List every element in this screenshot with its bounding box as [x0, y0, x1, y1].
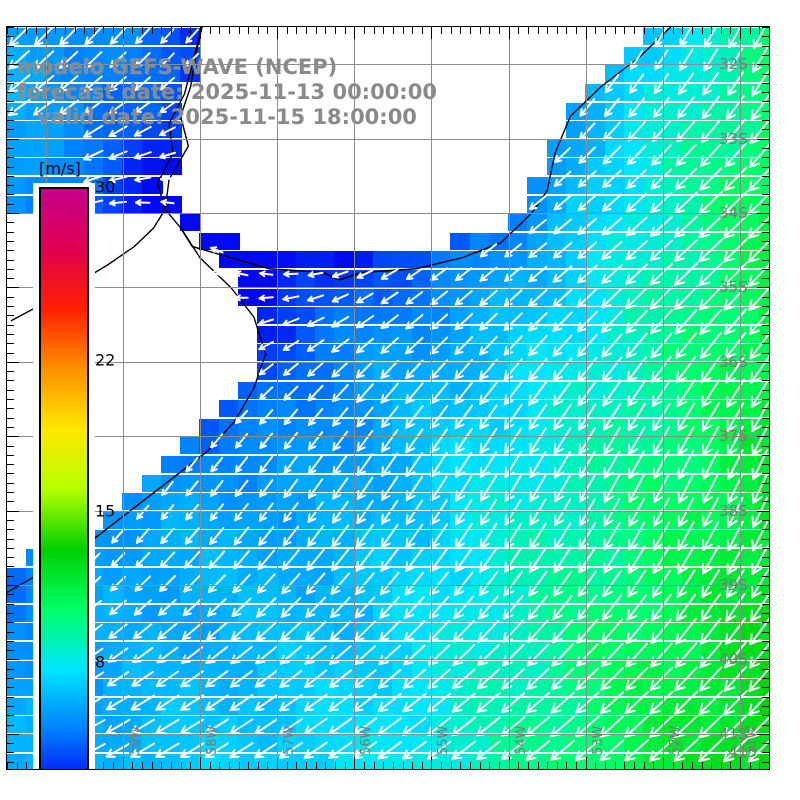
gridline-lat-33S [7, 139, 769, 140]
lon-label-52W: 52W [668, 725, 683, 755]
gridline-lon-51W [740, 27, 741, 769]
gridline-lon-54W [509, 27, 510, 769]
lon-label-56W: 56W [359, 725, 374, 755]
colorbar-gradient-frame [39, 187, 89, 769]
wind-speed-heatmap-layer [7, 27, 769, 769]
wind-arrow-canvas [7, 27, 769, 769]
lat-label-41S: 41S [719, 725, 748, 743]
lon-label-59W: 59W [128, 725, 143, 755]
lat-label-37S: 37S [719, 427, 748, 445]
gridline-lon-55W [431, 27, 432, 769]
lon-label-57W: 57W [282, 725, 297, 755]
lat-label-36S: 36S [719, 353, 748, 371]
colorbar-tick-22: 22 [95, 350, 116, 370]
gridline-lat-32S [7, 64, 769, 65]
lon-label-54W: 54W [514, 725, 529, 755]
corner-annotation: 415 [728, 743, 757, 761]
lat-label-34S: 34S [719, 204, 748, 222]
colorbar-gradient [41, 189, 87, 769]
lat-label-33S: 33S [719, 130, 748, 148]
figure-title-block: modelo GEFS-WAVE (NCEP) forecast date: 2… [17, 55, 437, 130]
gridline-lon-56W [354, 27, 355, 769]
title-model-line: modelo GEFS-WAVE (NCEP) [17, 55, 338, 79]
right-axis-ticks [757, 27, 769, 769]
title-forecast-line: forecast date: 2025-11-13 00:00:00 [17, 80, 437, 104]
gridline-lat-37S [7, 436, 769, 437]
map-plot-area[interactable]: 60W59W58W57W56W55W54W53W52W51W 32S33S34S… [6, 26, 770, 770]
gridline-lat-40S [7, 659, 769, 660]
top-axis-ticks [7, 27, 769, 39]
lat-label-32S: 32S [719, 55, 748, 73]
gridline-lon-59W [123, 27, 124, 769]
left-axis-ticks [7, 27, 19, 769]
gridline-lon-53W [586, 27, 587, 769]
lon-label-55W: 55W [436, 725, 451, 755]
gridline-lon-58W [200, 27, 201, 769]
bottom-axis-ticks [7, 757, 769, 769]
colorbar-unit-label: [m/s] [39, 159, 81, 178]
title-valid-line: valid date: 2025-11-15 18:00:00 [37, 105, 417, 129]
lon-label-53W: 53W [591, 725, 606, 755]
gridline-lat-39S [7, 585, 769, 586]
gridline-lat-38S [7, 511, 769, 512]
lat-label-35S: 35S [719, 278, 748, 296]
gridline-lat-34S [7, 213, 769, 214]
colorbar-tick-15: 15 [95, 501, 116, 521]
lat-label-39S: 39S [719, 576, 748, 594]
gridline-lat-36S [7, 362, 769, 363]
colorbar-tick-8: 8 [95, 652, 106, 672]
gridline-lat-35S [7, 287, 769, 288]
lon-label-58W: 58W [205, 725, 220, 755]
lat-label-38S: 38S [719, 502, 748, 520]
gridline-lon-57W [277, 27, 278, 769]
gridline-lat-41S [7, 734, 769, 735]
lat-label-40S: 40S [719, 650, 748, 668]
gridline-lon-52W [663, 27, 664, 769]
colorbar-tick-30: 30 [95, 177, 116, 197]
